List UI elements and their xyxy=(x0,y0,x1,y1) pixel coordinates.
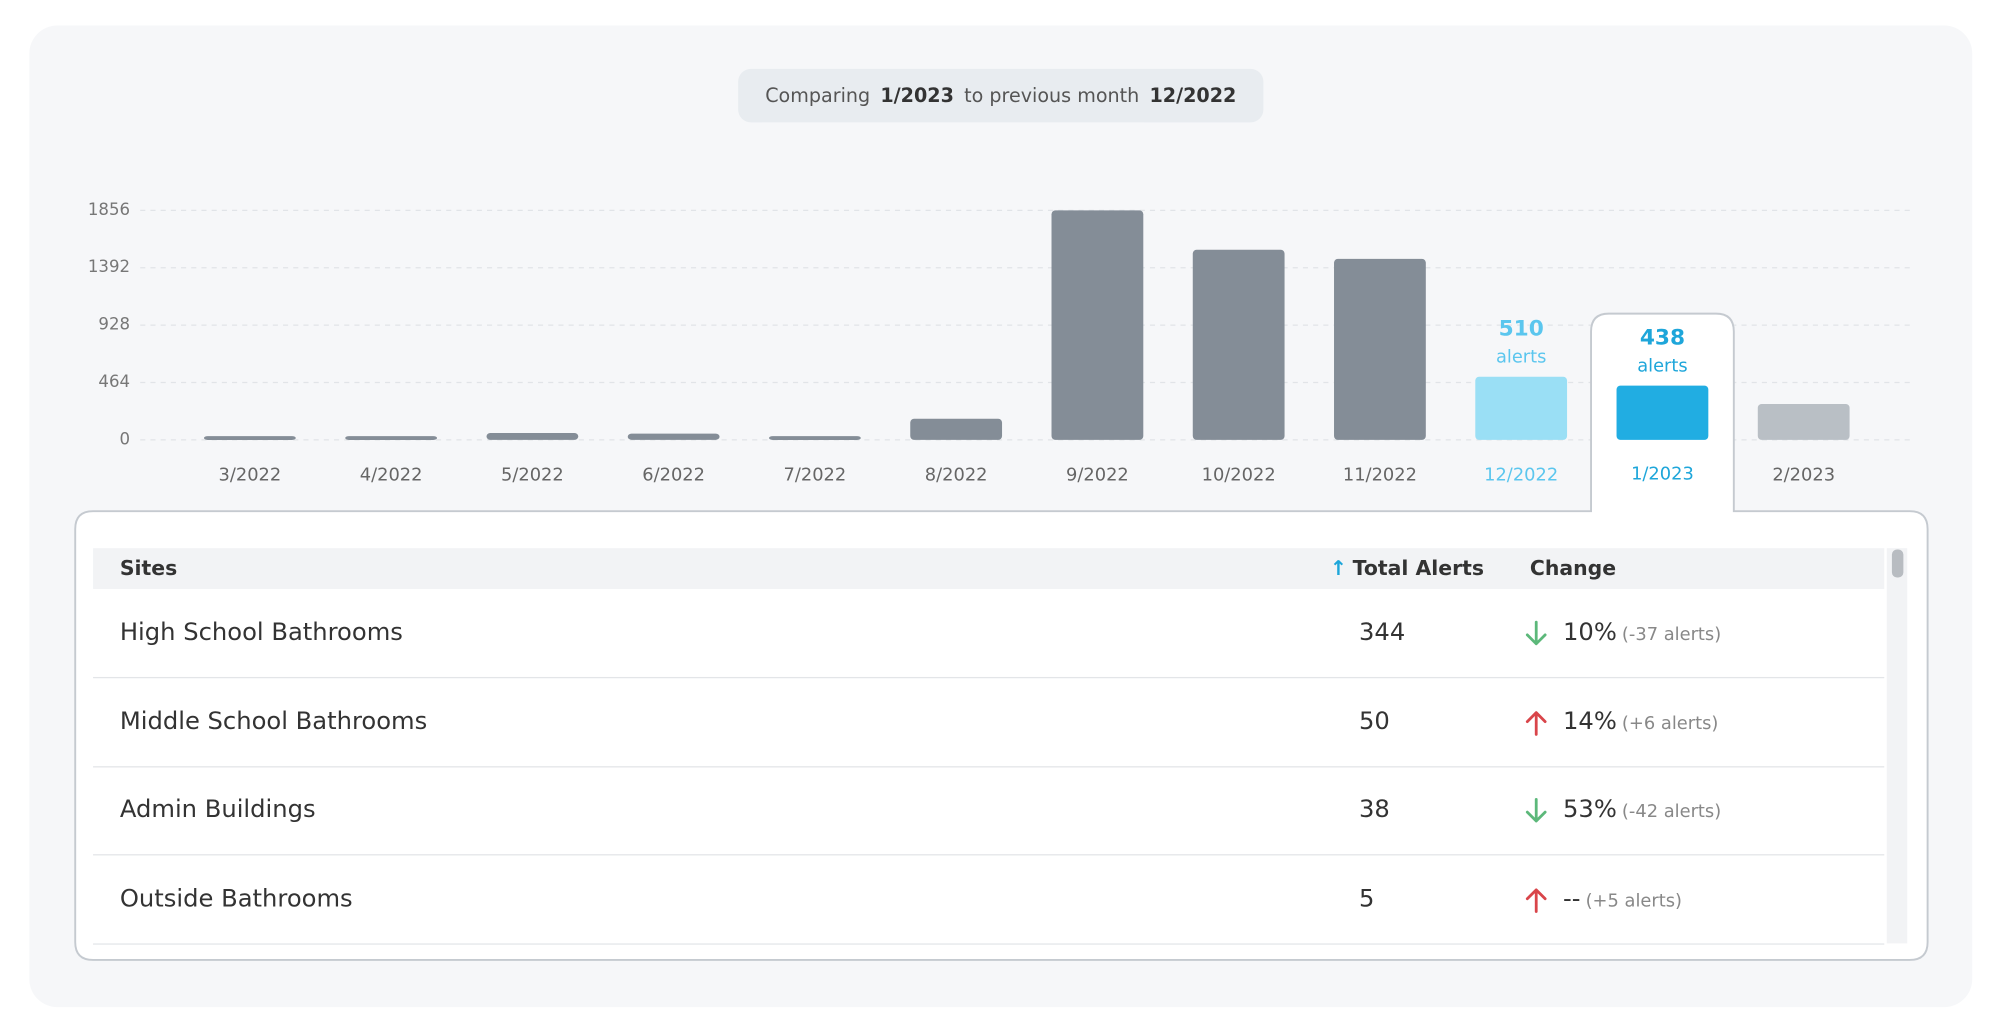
change-cell: 53% (-42 alerts) xyxy=(1563,766,1721,854)
x-tick-label: 10/2022 xyxy=(1202,465,1276,486)
table-header: Sites ↑ Total Alerts Change xyxy=(93,548,1885,589)
x-tick-label: 3/2022 xyxy=(219,465,282,486)
arrow-path xyxy=(1525,620,1547,646)
compare-current: 1/2023 xyxy=(880,84,954,108)
x-tick-label: 1/2023 xyxy=(1631,463,1694,484)
change-cell: -- (+5 alerts) xyxy=(1563,855,1682,943)
bar xyxy=(1757,403,1850,440)
bar xyxy=(769,436,861,440)
y-tick-label: 1856 xyxy=(88,200,130,219)
x-tick-label: 7/2022 xyxy=(784,465,847,486)
site-name: Middle School Bathrooms xyxy=(119,706,428,735)
x-tick-label: 6/2022 xyxy=(642,465,705,486)
compare-prefix: Comparing xyxy=(765,84,871,108)
site-name: Outside Bathrooms xyxy=(119,884,353,913)
x-tick-label: 9/2022 xyxy=(1066,465,1129,486)
bar xyxy=(1616,385,1709,440)
x-tick-label: 4/2022 xyxy=(360,465,423,486)
bar xyxy=(1334,258,1426,440)
site-name: High School Bathrooms xyxy=(119,618,403,647)
change-percent: 53% xyxy=(1562,795,1617,824)
value-label: 510 xyxy=(1499,317,1544,342)
site-name: Admin Buildings xyxy=(119,795,316,824)
bar xyxy=(486,433,579,440)
arrow-path xyxy=(1525,887,1547,913)
change-cell: 14% (+6 alerts) xyxy=(1563,678,1718,766)
bar xyxy=(345,436,438,440)
scrollbar-thumb[interactable] xyxy=(1891,549,1904,578)
table-row[interactable]: Outside Bathrooms 5 -- (+5 alerts) xyxy=(93,855,1885,945)
x-tick-label: 11/2022 xyxy=(1343,465,1417,486)
arrow-down xyxy=(1525,797,1547,823)
table-row[interactable]: Admin Buildings 38 53% (-42 alerts) xyxy=(93,766,1885,856)
bar xyxy=(1192,249,1285,440)
bar xyxy=(910,418,1003,440)
bar xyxy=(627,433,720,440)
table-frame xyxy=(74,312,1929,961)
arrow-up xyxy=(1525,887,1547,913)
arrow-down xyxy=(1525,620,1547,646)
y-tick-label: 464 xyxy=(98,372,130,391)
arrow-up xyxy=(1525,710,1547,736)
y-tick-label: 0 xyxy=(119,429,130,448)
change-delta: (+5 alerts) xyxy=(1585,890,1683,911)
change-percent: 14% xyxy=(1562,706,1617,735)
change-delta: (+6 alerts) xyxy=(1621,713,1719,734)
bar xyxy=(1475,376,1568,440)
table-row[interactable]: Middle School Bathrooms 50 14% (+6 alerts) xyxy=(93,678,1885,767)
col-sites: Sites xyxy=(119,555,178,581)
col-change: Change xyxy=(1529,555,1617,581)
bar xyxy=(1051,210,1144,440)
total-alerts: 5 xyxy=(1359,884,1375,913)
arrow-path xyxy=(1525,710,1547,736)
compare-previous: 12/2022 xyxy=(1149,84,1237,108)
change-percent: -- xyxy=(1562,884,1581,913)
change-cell: 10% (-37 alerts) xyxy=(1563,589,1721,677)
total-alerts: 50 xyxy=(1359,706,1390,735)
col-total[interactable]: Total Alerts xyxy=(1352,555,1485,581)
value-label: 438 xyxy=(1640,326,1685,351)
change-percent: 10% xyxy=(1562,618,1617,647)
arrow-path xyxy=(1525,797,1547,823)
comparison-pill: Comparing 1/2023 to previous month 12/20… xyxy=(738,68,1264,123)
value-unit: alerts xyxy=(1496,347,1546,368)
total-alerts: 344 xyxy=(1359,618,1406,647)
x-tick-label: 5/2022 xyxy=(501,465,564,486)
table-row[interactable]: High School Bathrooms 344 10% (-37 alerts) xyxy=(93,589,1885,679)
y-tick-label: 1392 xyxy=(88,257,130,276)
x-tick-label: 8/2022 xyxy=(925,465,988,486)
scrollbar-track xyxy=(1886,548,1908,944)
sort-arrow[interactable]: ↑ xyxy=(1329,555,1347,581)
x-tick-label: 12/2022 xyxy=(1484,465,1558,486)
y-tick-label: 928 xyxy=(98,315,130,334)
compare-middle: to previous month xyxy=(964,84,1140,108)
bar xyxy=(203,436,296,440)
value-unit: alerts xyxy=(1637,356,1687,377)
total-alerts: 38 xyxy=(1359,795,1390,824)
x-tick-label: 2/2023 xyxy=(1772,465,1835,486)
change-delta: (-37 alerts) xyxy=(1621,624,1722,646)
change-delta: (-42 alerts) xyxy=(1621,801,1722,823)
